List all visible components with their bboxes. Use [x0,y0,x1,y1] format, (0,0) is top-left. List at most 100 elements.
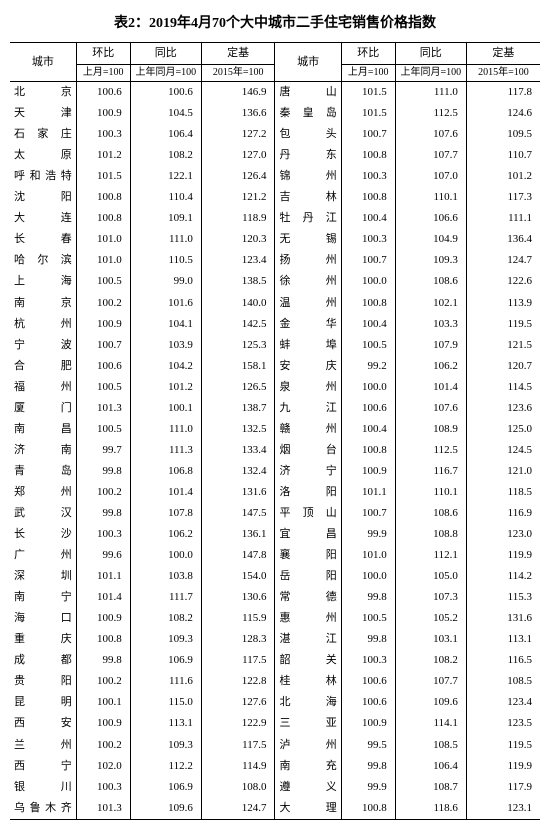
city-name: 安 庆 [275,356,341,377]
base-value: 128.3 [201,629,275,650]
yoy-value: 107.3 [395,587,466,608]
table-row: 西 安100.9113.1122.9三 亚100.9114.1123.5 [10,713,540,734]
base-value: 130.6 [201,587,275,608]
yoy-value: 107.0 [395,166,466,187]
city-name: 大 理 [275,798,341,820]
city-name: 宜 昌 [275,524,341,545]
mom-value: 101.1 [76,566,130,587]
table-row: 海 口100.9108.2115.9惠 州100.5105.2131.6 [10,608,540,629]
base-value: 124.6 [466,103,540,124]
yoy-value: 110.5 [130,250,201,271]
yoy-value: 106.4 [130,124,201,145]
base-value: 114.9 [201,756,275,777]
base-value: 109.5 [466,124,540,145]
city-name: 天 津 [10,103,76,124]
mom-value: 101.4 [76,587,130,608]
mom-value: 100.5 [76,419,130,440]
base-value: 123.1 [466,798,540,820]
mom-value: 100.8 [76,187,130,208]
mom-value: 100.8 [341,798,395,820]
yoy-value: 106.4 [395,756,466,777]
mom-value: 101.5 [341,103,395,124]
table-row: 青 岛99.8106.8132.4济 宁100.9116.7121.0 [10,461,540,482]
city-name: 广 州 [10,545,76,566]
yoy-value: 104.5 [130,103,201,124]
mom-value: 101.1 [341,482,395,503]
city-name: 惠 州 [275,608,341,629]
city-name: 平 顶 山 [275,503,341,524]
yoy-value: 106.2 [395,356,466,377]
table-row: 大 连100.8109.1118.9牡 丹 江100.4106.6111.1 [10,208,540,229]
city-name: 泸 州 [275,735,341,756]
mom-value: 101.0 [76,250,130,271]
base-value: 147.5 [201,503,275,524]
mom-value: 100.7 [341,124,395,145]
mom-value: 100.3 [341,166,395,187]
city-name: 厦 门 [10,398,76,419]
base-value: 120.3 [201,229,275,250]
mom-value: 100.8 [76,208,130,229]
table-body: 北 京100.6100.6146.9唐 山101.5111.0117.8天 津1… [10,82,540,820]
table-row: 西 宁102.0112.2114.9南 充99.8106.4119.9 [10,756,540,777]
city-name: 三 亚 [275,713,341,734]
col-yoy-sub: 上年同月=100 [130,65,201,82]
base-value: 118.9 [201,208,275,229]
table-row: 石 家 庄100.3106.4127.2包 头100.7107.6109.5 [10,124,540,145]
city-name: 郑 州 [10,482,76,503]
mom-value: 100.2 [76,482,130,503]
base-value: 140.0 [201,293,275,314]
table-row: 合 肥100.6104.2158.1安 庆99.2106.2120.7 [10,356,540,377]
base-value: 132.4 [201,461,275,482]
table-row: 郑 州100.2101.4131.6洛 阳101.1110.1118.5 [10,482,540,503]
city-name: 温 州 [275,293,341,314]
city-name: 南 充 [275,756,341,777]
city-name: 银 川 [10,777,76,798]
table-row: 广 州99.6100.0147.8襄 阳101.0112.1119.9 [10,545,540,566]
table-row: 太 原101.2108.2127.0丹 东100.8107.7110.7 [10,145,540,166]
table-row: 贵 阳100.2111.6122.8桂 林100.6107.7108.5 [10,671,540,692]
col-yoy-sub: 上年同月=100 [395,65,466,82]
mom-value: 99.9 [341,777,395,798]
mom-value: 99.6 [76,545,130,566]
mom-value: 99.7 [76,440,130,461]
yoy-value: 111.3 [130,440,201,461]
base-value: 158.1 [201,356,275,377]
city-name: 秦 皇 岛 [275,103,341,124]
yoy-value: 112.5 [395,103,466,124]
table-row: 福 州100.5101.2126.5泉 州100.0101.4114.5 [10,377,540,398]
col-base: 定基 [201,43,275,65]
base-value: 119.9 [466,756,540,777]
yoy-value: 112.5 [395,440,466,461]
city-name: 遵 义 [275,777,341,798]
city-name: 西 安 [10,713,76,734]
base-value: 133.4 [201,440,275,461]
base-value: 138.5 [201,271,275,292]
mom-value: 99.5 [341,735,395,756]
mom-value: 100.3 [341,650,395,671]
base-value: 123.4 [201,250,275,271]
base-value: 115.3 [466,587,540,608]
city-name: 重 庆 [10,629,76,650]
city-name: 无 锡 [275,229,341,250]
mom-value: 100.9 [76,713,130,734]
city-name: 北 京 [10,82,76,104]
city-name: 丹 东 [275,145,341,166]
city-name: 昆 明 [10,692,76,713]
mom-value: 100.5 [76,271,130,292]
mom-value: 100.5 [341,608,395,629]
city-name: 长 沙 [10,524,76,545]
base-value: 142.5 [201,314,275,335]
mom-value: 99.9 [341,524,395,545]
mom-value: 99.8 [76,503,130,524]
yoy-value: 101.4 [395,377,466,398]
base-value: 122.6 [466,271,540,292]
city-name: 赣 州 [275,419,341,440]
city-name: 福 州 [10,377,76,398]
city-name: 乌鲁木齐 [10,798,76,820]
yoy-value: 106.9 [130,777,201,798]
base-value: 136.6 [201,103,275,124]
base-value: 113.9 [466,293,540,314]
mom-value: 100.4 [341,314,395,335]
city-name: 徐 州 [275,271,341,292]
table-row: 南 京100.2101.6140.0温 州100.8102.1113.9 [10,293,540,314]
